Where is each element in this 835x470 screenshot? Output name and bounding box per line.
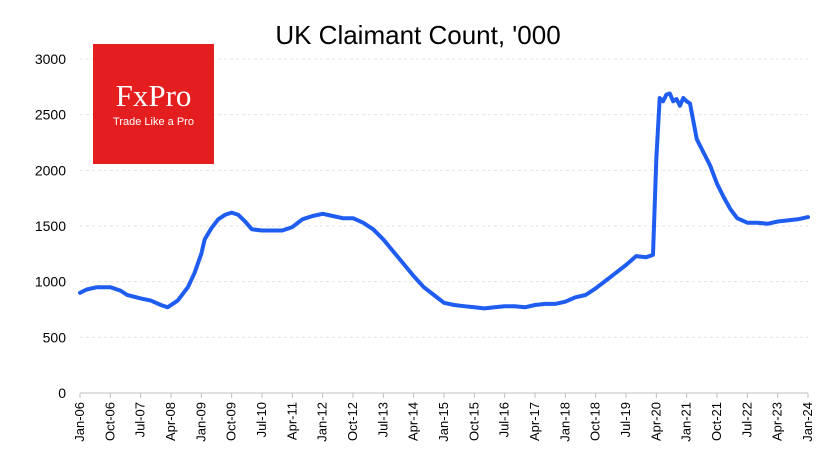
y-tick-label: 3000 bbox=[35, 51, 66, 67]
x-tick-label: Jan-18 bbox=[557, 402, 572, 442]
x-tick-label: Oct-21 bbox=[709, 402, 724, 441]
logo-name: FxPro bbox=[115, 78, 192, 113]
y-tick-label: 1000 bbox=[35, 274, 66, 290]
x-tick-label: Oct-12 bbox=[345, 402, 360, 441]
x-axis-ticks: Jan-06 Oct-06 Jul-07 Apr-08 Jan-09 Oct-09 Jul-… bbox=[72, 393, 815, 442]
x-tick-label: Oct-09 bbox=[224, 402, 239, 441]
x-tick-label: Apr-11 bbox=[284, 402, 299, 440]
x-tick-label: Jul-16 bbox=[497, 402, 512, 437]
x-tick-label: Jul-22 bbox=[739, 402, 754, 437]
x-tick-label: Jul-10 bbox=[254, 402, 269, 437]
x-tick-label: Apr-08 bbox=[163, 402, 178, 441]
fxpro-logo: FxPro Trade Like a Pro bbox=[93, 44, 214, 164]
x-tick-label: Jul-07 bbox=[133, 402, 148, 437]
x-tick-label: Jan-06 bbox=[72, 402, 87, 442]
x-tick-label: Jul-19 bbox=[618, 402, 633, 437]
y-axis-ticks: 0 500 1000 1500 2000 2500 3000 bbox=[35, 51, 66, 401]
x-tick-label: Jan-24 bbox=[800, 402, 815, 442]
x-tick-label: Apr-14 bbox=[406, 402, 421, 441]
x-tick-label: Oct-06 bbox=[102, 402, 117, 441]
claimant-count-line bbox=[78, 91, 810, 311]
x-tick-label: Apr-20 bbox=[648, 402, 663, 441]
x-tick-label: Jan-15 bbox=[436, 402, 451, 442]
y-tick-label: 500 bbox=[43, 329, 67, 345]
y-tick-label: 0 bbox=[58, 385, 66, 401]
x-tick-label: Oct-15 bbox=[466, 402, 481, 441]
logo-tagline: Trade Like a Pro bbox=[113, 116, 194, 128]
y-tick-label: 1500 bbox=[35, 218, 66, 234]
y-tick-label: 2500 bbox=[35, 107, 66, 123]
x-tick-label: Oct-18 bbox=[588, 402, 603, 441]
x-tick-label: Jan-12 bbox=[315, 402, 330, 442]
y-tick-label: 2000 bbox=[35, 162, 66, 178]
series-layer bbox=[78, 91, 810, 311]
x-tick-label: Jan-09 bbox=[193, 402, 208, 442]
chart-title: UK Claimant Count, '000 bbox=[275, 20, 560, 50]
x-tick-label: Apr-17 bbox=[527, 402, 542, 441]
x-tick-label: Jan-21 bbox=[679, 402, 694, 442]
x-tick-label: Jul-13 bbox=[375, 402, 390, 437]
x-tick-label: Apr-23 bbox=[770, 402, 785, 441]
